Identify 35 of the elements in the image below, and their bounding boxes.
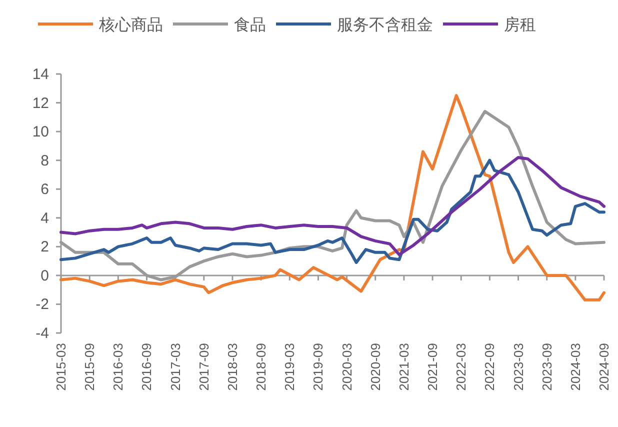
x-tick-label: 2017-09 bbox=[196, 343, 212, 391]
x-tick-label: 2020-03 bbox=[339, 343, 354, 391]
x-tick-label: 2021-09 bbox=[425, 343, 440, 391]
x-tick-label: 2024-03 bbox=[568, 343, 583, 391]
y-tick-label: 6 bbox=[40, 181, 49, 198]
y-tick-label: -4 bbox=[36, 325, 49, 342]
legend-label: 核心商品 bbox=[98, 16, 163, 34]
x-tick-label: 2021-03 bbox=[396, 343, 412, 391]
y-tick-label: 10 bbox=[32, 124, 49, 141]
y-tick-label: 0 bbox=[40, 267, 49, 284]
x-tick-label: 2018-09 bbox=[254, 343, 269, 391]
x-tick-label: 2022-09 bbox=[482, 343, 498, 391]
x-tick-label: 2016-03 bbox=[110, 343, 126, 391]
x-tick-label: 2015-03 bbox=[54, 343, 68, 391]
y-tick-label: 8 bbox=[40, 152, 49, 170]
legend-label: 服务不含租金 bbox=[337, 16, 433, 34]
x-tick-label: 2023-09 bbox=[539, 343, 554, 391]
x-tick-label: 2024-09 bbox=[596, 343, 612, 391]
y-tick-label: 4 bbox=[40, 210, 49, 227]
x-tick-label: 2020-09 bbox=[368, 343, 383, 391]
legend-label: 食品 bbox=[234, 16, 266, 34]
x-tick-label: 2022-03 bbox=[454, 343, 469, 391]
line-series bbox=[60, 94, 606, 302]
x-tick-label: 2015-09 bbox=[82, 343, 98, 391]
y-tick-label: 2 bbox=[40, 238, 49, 256]
x-tick-label: 2019-03 bbox=[282, 343, 298, 391]
x-tick-label: 2018-03 bbox=[224, 343, 240, 391]
x-tick-label: 2023-03 bbox=[510, 343, 526, 391]
x-tick-label: 2019-09 bbox=[310, 343, 326, 391]
y-tick-label: 12 bbox=[32, 94, 49, 112]
y-tick-label: 14 bbox=[32, 66, 49, 83]
legend-label: 房租 bbox=[504, 16, 536, 34]
x-tick-label: 2016-09 bbox=[139, 343, 154, 391]
y-tick-label: -2 bbox=[36, 296, 49, 314]
x-tick-label: 2017-03 bbox=[168, 343, 183, 391]
